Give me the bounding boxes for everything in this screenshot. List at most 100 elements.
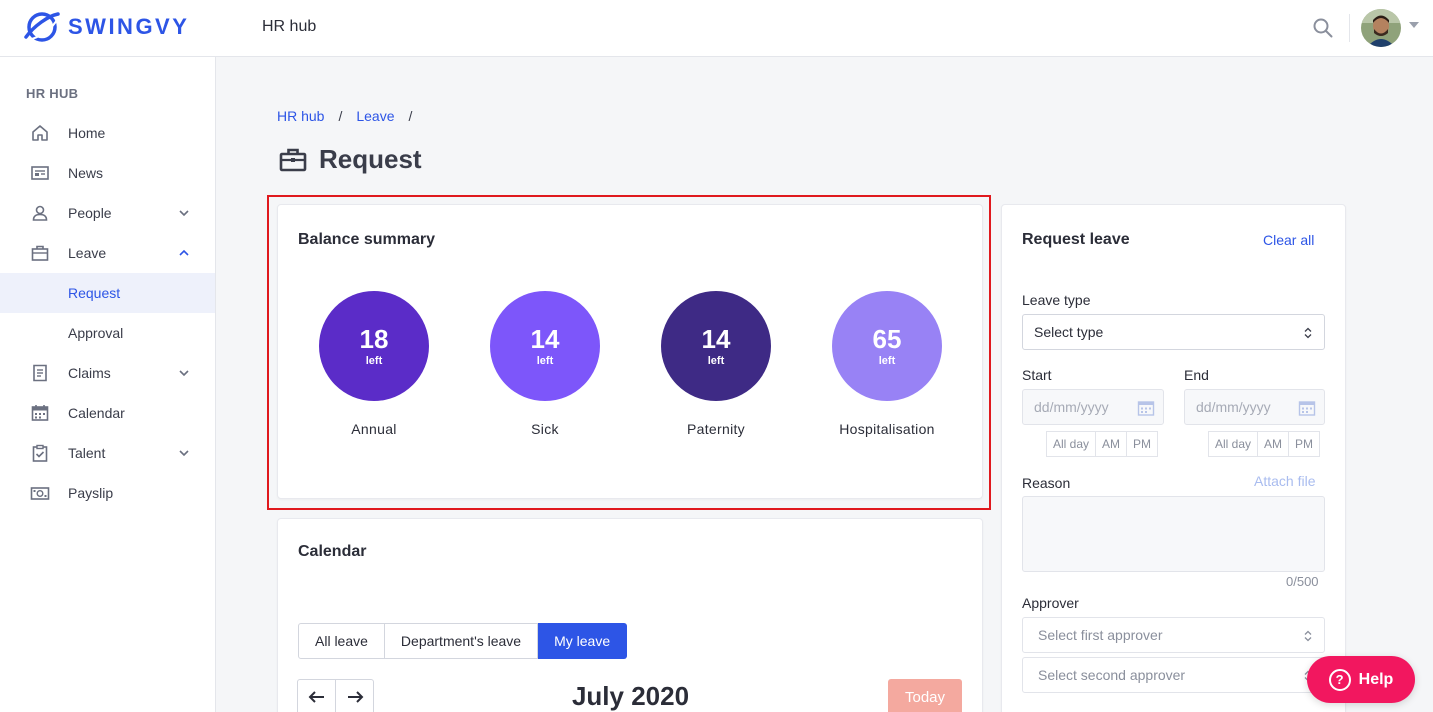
breadcrumb-link-leave[interactable]: Leave <box>356 108 395 124</box>
arrow-right-icon <box>347 691 363 703</box>
receipt-icon <box>33 364 47 382</box>
brand-name: SWINGVY <box>68 14 190 39</box>
sidebar-item-label: Leave <box>68 245 107 261</box>
chevron-up-icon <box>179 249 189 256</box>
balance-value: 18 <box>359 323 389 354</box>
start-date-input[interactable]: dd/mm/yyyy <box>1022 389 1164 425</box>
breadcrumb: HR hub / Leave / <box>277 108 426 124</box>
balance-circle: 65 left <box>832 291 942 401</box>
end-date-input[interactable]: dd/mm/yyyy <box>1184 389 1325 425</box>
balance-item-paternity: 14 left Paternity <box>651 291 781 437</box>
request-leave-title: Request leave <box>1022 231 1130 248</box>
sidebar-item-label: Request <box>68 285 121 301</box>
balance-unit: left <box>536 354 554 367</box>
sidebar-item-label: Calendar <box>68 405 125 421</box>
person-icon <box>32 205 48 221</box>
reason-char-counter: 0/500 <box>1286 574 1319 589</box>
user-avatar[interactable] <box>1361 9 1401 47</box>
sidebar: HR HUB Home News People Leave Request Ap… <box>0 57 216 712</box>
end-am-button[interactable]: AM <box>1258 431 1290 457</box>
sidebar-item-label: Payslip <box>68 485 114 501</box>
balance-circle: 18 left <box>319 291 429 401</box>
start-half-day-toggle: All day AM PM <box>1046 431 1159 457</box>
sidebar-item-calendar[interactable]: Calendar <box>0 393 215 433</box>
start-label: Start <box>1022 367 1052 383</box>
request-leave-card: Request leave Clear all Leave type Selec… <box>1001 204 1346 712</box>
breadcrumb-link-hr-hub[interactable]: HR hub <box>277 108 325 124</box>
today-button[interactable]: Today <box>888 679 962 712</box>
balance-value: 14 <box>701 323 731 354</box>
sidebar-item-talent[interactable]: Talent <box>0 433 215 473</box>
balance-summary-card: Balance summary 18 left Annual 14 left S… <box>277 204 983 499</box>
news-icon <box>31 166 49 180</box>
balance-value: 14 <box>530 323 560 354</box>
sidebar-item-home[interactable]: Home <box>0 113 215 153</box>
header-divider <box>1349 14 1350 42</box>
leave-type-value: Select type <box>1034 324 1104 340</box>
end-date-placeholder: dd/mm/yyyy <box>1196 399 1271 415</box>
sidebar-section-title: HR HUB <box>26 86 79 101</box>
updown-icon <box>1304 630 1312 642</box>
end-all-day-button[interactable]: All day <box>1208 431 1259 457</box>
help-button[interactable]: ? Help <box>1307 656 1415 703</box>
balance-label: Paternity <box>687 421 745 437</box>
money-icon <box>30 487 50 500</box>
sidebar-item-people[interactable]: People <box>0 193 215 233</box>
prev-month-button[interactable] <box>297 679 336 712</box>
first-approver-select[interactable]: Select first approver <box>1022 617 1325 653</box>
next-month-button[interactable] <box>335 679 374 712</box>
balance-unit: left <box>707 354 725 367</box>
tab-all-leave[interactable]: All leave <box>298 623 385 659</box>
start-date-placeholder: dd/mm/yyyy <box>1034 399 1109 415</box>
calendar-title: Calendar <box>298 543 367 560</box>
swingvy-logo[interactable]: SWINGVY <box>24 10 189 44</box>
calendar-filter-tabs: All leave Department's leave My leave <box>298 623 628 659</box>
calendar-icon <box>31 405 49 421</box>
calendar-icon <box>1137 401 1155 416</box>
balance-unit: left <box>365 354 383 367</box>
page-header: Request <box>279 144 422 175</box>
sidebar-item-label: Talent <box>68 445 106 461</box>
start-pm-button[interactable]: PM <box>1127 431 1159 457</box>
sidebar-item-request[interactable]: Request <box>0 273 215 313</box>
end-pm-button[interactable]: PM <box>1289 431 1321 457</box>
clipboard-icon <box>32 444 48 462</box>
start-all-day-button[interactable]: All day <box>1046 431 1097 457</box>
calendar-icon <box>1298 401 1316 416</box>
tab-department-leave[interactable]: Department's leave <box>384 623 539 659</box>
first-approver-value: Select first approver <box>1038 627 1163 643</box>
sidebar-item-leave[interactable]: Leave <box>0 233 215 273</box>
search-icon[interactable] <box>1312 17 1334 39</box>
breadcrumb-separator: / <box>408 108 413 124</box>
app-title: HR hub <box>262 18 317 35</box>
caret-down-icon[interactable] <box>1409 22 1419 28</box>
top-bar: SWINGVY HR hub <box>0 0 1433 57</box>
balance-summary-title: Balance summary <box>298 231 435 248</box>
reason-label: Reason <box>1022 475 1071 491</box>
attach-file-link[interactable]: Attach file <box>1254 473 1316 489</box>
sidebar-item-approval[interactable]: Approval <box>0 313 215 353</box>
question-icon: ? <box>1328 668 1351 691</box>
sidebar-item-payslip[interactable]: Payslip <box>0 473 215 513</box>
tab-my-leave[interactable]: My leave <box>538 623 628 659</box>
swingvy-logo-icon <box>24 12 60 42</box>
briefcase-icon <box>279 148 307 171</box>
leave-type-label: Leave type <box>1022 292 1091 308</box>
clear-all-link[interactable]: Clear all <box>1263 232 1315 248</box>
updown-icon <box>1304 327 1312 339</box>
reason-textarea[interactable] <box>1022 496 1325 572</box>
balance-label: Sick <box>531 421 559 437</box>
start-am-button[interactable]: AM <box>1096 431 1128 457</box>
sidebar-item-label: People <box>68 205 112 221</box>
home-icon <box>32 125 48 141</box>
briefcase-icon <box>31 245 49 261</box>
sidebar-item-label: News <box>68 165 104 181</box>
leave-type-select[interactable]: Select type <box>1022 314 1325 350</box>
sidebar-item-news[interactable]: News <box>0 153 215 193</box>
second-approver-value: Select second approver <box>1038 667 1186 683</box>
second-approver-select[interactable]: Select second approver <box>1022 657 1325 693</box>
chevron-down-icon <box>179 370 189 377</box>
sidebar-item-label: Home <box>68 125 106 141</box>
sidebar-item-claims[interactable]: Claims <box>0 353 215 393</box>
end-label: End <box>1184 367 1209 383</box>
